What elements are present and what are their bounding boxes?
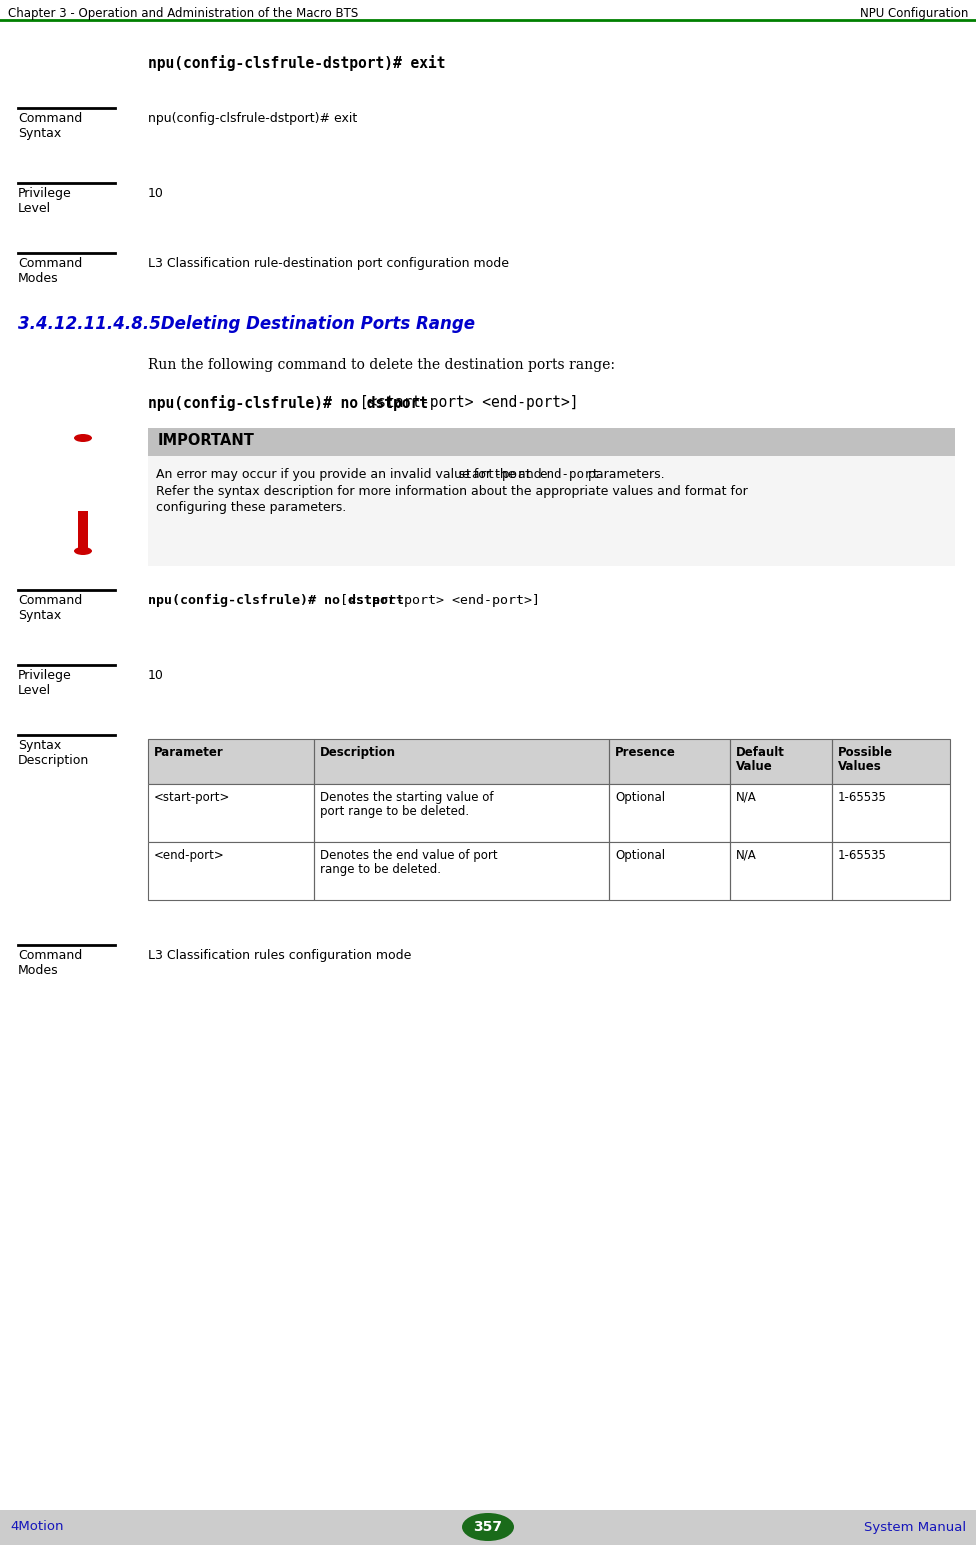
Bar [730,783,832,842]
Text: L3 Classification rule-destination port configuration mode: L3 Classification rule-destination port … [148,256,509,270]
Text: 3.4.12.11.4.8.5Deleting Destination Ports Range: 3.4.12.11.4.8.5Deleting Destination Port… [18,315,475,334]
Text: [<start-port> <end-port>]: [<start-port> <end-port>] [332,593,540,607]
Bar [609,739,730,783]
Text: Refer the syntax description for more information about the appropriate values a: Refer the syntax description for more in… [156,485,748,497]
Text: IMPORTANT: IMPORTANT [158,433,255,448]
Bar [314,739,609,783]
Bar [148,842,950,901]
Text: Run the following command to delete the destination ports range:: Run the following command to delete the … [148,358,615,372]
Text: Command
Syntax: Command Syntax [18,593,82,623]
Bar [730,739,832,783]
Bar [832,783,950,842]
Text: 1-65535: 1-65535 [838,850,887,862]
Text: Denotes the end value of port: Denotes the end value of port [320,850,498,862]
Text: Privilege
Level: Privilege Level [18,187,72,215]
Text: range to be deleted.: range to be deleted. [320,864,441,876]
Bar [148,428,955,456]
Text: Values: Values [838,760,881,772]
Text: Command
Modes: Command Modes [18,949,82,976]
Text: end-port: end-port [540,468,599,480]
Text: Command
Modes: Command Modes [18,256,82,284]
Text: Optional: Optional [615,791,665,803]
Text: Parameter: Parameter [154,746,224,759]
Bar [148,783,314,842]
Text: 1-65535: 1-65535 [838,791,887,803]
Text: L3 Classification rules configuration mode: L3 Classification rules configuration mo… [148,949,411,963]
Text: npu(config-clsfrule)# no dstport: npu(config-clsfrule)# no dstport [148,593,404,607]
Bar [78,511,88,552]
Text: Description: Description [320,746,396,759]
Bar [148,456,955,565]
Text: System Manual: System Manual [864,1520,966,1534]
Text: 357: 357 [473,1520,503,1534]
Text: <end-port>: <end-port> [154,850,224,862]
Text: and: and [514,468,546,480]
Text: [<start-port> <end-port>]: [<start-port> <end-port>] [351,396,579,409]
Text: N/A: N/A [736,791,756,803]
Text: Command
Syntax: Command Syntax [18,111,82,141]
Bar [314,783,609,842]
Text: Denotes the starting value of: Denotes the starting value of [320,791,494,803]
Text: Syntax
Description: Syntax Description [18,739,89,766]
Bar [832,842,950,901]
Text: npu(config-clsfrule)# no dstport: npu(config-clsfrule)# no dstport [148,396,428,411]
Text: <start-port>: <start-port> [154,791,230,803]
Text: npu(config-clsfrule-dstport)# exit: npu(config-clsfrule-dstport)# exit [148,56,445,71]
Text: Chapter 3 - Operation and Administration of the Macro BTS: Chapter 3 - Operation and Administration… [8,8,358,20]
Text: Value: Value [736,760,773,772]
Text: Presence: Presence [615,746,675,759]
Ellipse shape [74,434,92,442]
Text: parameters.: parameters. [585,468,665,480]
Text: Privilege
Level: Privilege Level [18,669,72,697]
Text: 10: 10 [148,187,164,199]
Text: start-port: start-port [458,468,533,480]
Text: 4Motion: 4Motion [10,1520,63,1534]
Text: Optional: Optional [615,850,665,862]
Text: An error may occur if you provide an invalid value for the: An error may occur if you provide an inv… [156,468,519,480]
Text: Default: Default [736,746,785,759]
Bar [148,783,950,842]
Bar [609,783,730,842]
Text: Possible: Possible [838,746,893,759]
Bar [730,842,832,901]
Text: NPU Configuration: NPU Configuration [860,8,968,20]
Bar [832,739,950,783]
Bar [148,842,314,901]
Ellipse shape [462,1513,514,1540]
Bar [148,739,314,783]
Bar [314,842,609,901]
Bar [148,739,950,783]
Text: npu(config-clsfrule-dstport)# exit: npu(config-clsfrule-dstport)# exit [148,111,357,125]
Ellipse shape [74,547,92,555]
Bar [609,842,730,901]
Bar [0,1509,976,1545]
Text: 10: 10 [148,669,164,681]
Text: port range to be deleted.: port range to be deleted. [320,805,469,817]
Text: configuring these parameters.: configuring these parameters. [156,501,346,514]
Text: N/A: N/A [736,850,756,862]
